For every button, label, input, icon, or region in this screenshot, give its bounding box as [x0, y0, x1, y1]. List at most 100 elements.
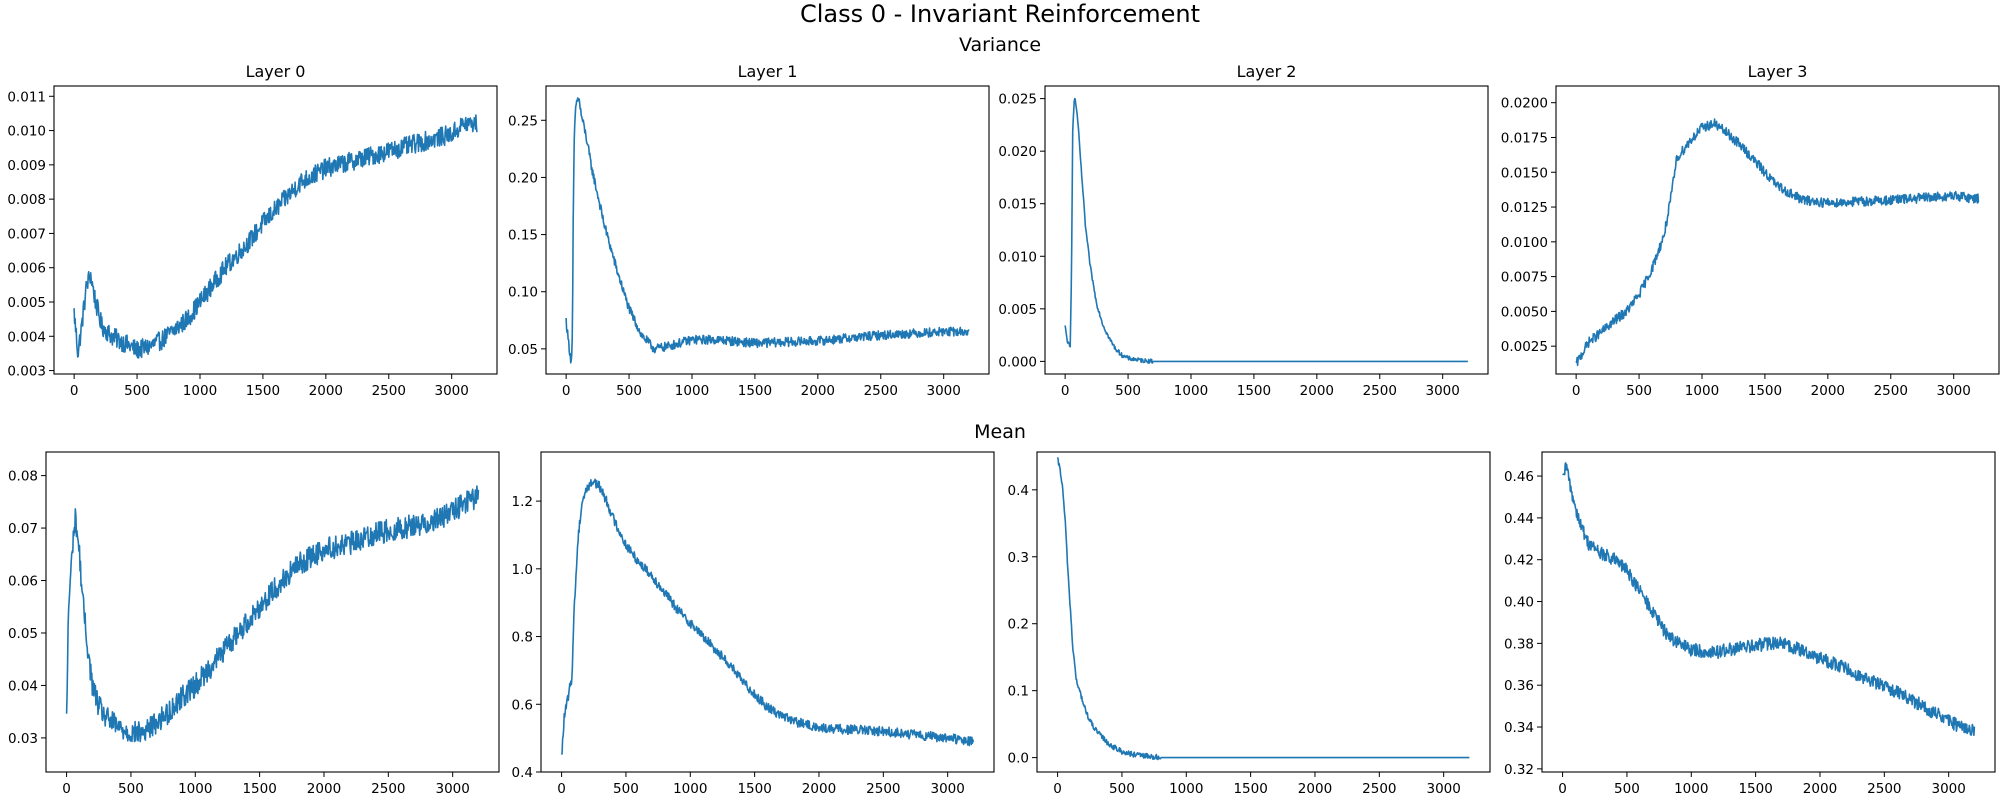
y-tick-label: 0.36 — [1504, 678, 1534, 694]
x-tick-label: 500 — [1109, 781, 1135, 797]
x-tick-label: 1000 — [675, 383, 709, 399]
y-tick-label: 0.015 — [998, 197, 1037, 213]
panel-7: 0 500 1000 1500 2000 2500 3000 0.32 0.34 0.36 0.38… — [1504, 451, 1996, 797]
y-tick-label: 0.1 — [1008, 684, 1029, 700]
y-tick-label: 0.009 — [7, 158, 46, 174]
y-tick-label: 0.005 — [998, 302, 1037, 318]
x-tick-label: 1000 — [1674, 781, 1708, 797]
panel-1: Layer 1 0 500 1000 1500 2000 2500 3000 0.05 0.10 0… — [508, 62, 990, 399]
y-tick-label: 0.0075 — [1501, 270, 1548, 286]
series-line-3 — [1575, 118, 1980, 367]
y-tick-label: 0.44 — [1504, 511, 1534, 527]
panel-title-1: Layer 1 — [738, 62, 798, 81]
panel-2: Layer 2 0 500 1000 1500 2000 2500 3000 0.000 0.00… — [998, 62, 1489, 399]
y-tick-label: 0.05 — [8, 626, 38, 642]
x-tick-label: 2000 — [801, 383, 835, 399]
x-tick-label: 2500 — [866, 781, 900, 797]
x-tick-label: 1000 — [1174, 383, 1208, 399]
y-tick-label: 0.005 — [7, 295, 46, 311]
series-line-6 — [1056, 457, 1470, 761]
x-tick-label: 1000 — [1685, 383, 1719, 399]
x-tick-label: 2000 — [1811, 383, 1845, 399]
x-tick-label: 1500 — [1237, 383, 1271, 399]
x-tick-label: 500 — [1626, 383, 1652, 399]
y-tick-label: 0.004 — [7, 329, 46, 345]
x-tick-label: 2000 — [307, 781, 341, 797]
y-tick-label: 0.40 — [1504, 595, 1534, 611]
x-tick-label: 0 — [1572, 383, 1581, 399]
x-tick-label: 1500 — [1233, 781, 1267, 797]
y-tick-label: 0.2 — [1008, 617, 1029, 633]
axes-frame-3 — [1555, 85, 2000, 375]
x-tick-label: 3000 — [1426, 383, 1460, 399]
x-tick-label: 3000 — [435, 383, 469, 399]
x-tick-label: 2000 — [1803, 781, 1837, 797]
series-line-5 — [560, 478, 975, 755]
x-tick-label: 1500 — [1738, 781, 1772, 797]
axes-frame-0 — [53, 85, 498, 375]
x-tick-label: 0 — [557, 781, 566, 797]
panel-title-3: Layer 3 — [1748, 62, 1808, 81]
x-tick-label: 2500 — [1363, 383, 1397, 399]
x-tick-label: 2500 — [1362, 781, 1396, 797]
panels: Layer 00 500 1000 1500 2000 2500 30000.0030.00… — [7, 62, 2000, 797]
x-tick-label: 0 — [70, 383, 79, 399]
y-tick-label: 0.03 — [8, 731, 38, 747]
panel-3: Layer 3 0 500 1000 1500 2000 2500 3000 0.0025 0.0… — [1501, 62, 2000, 399]
x-tick-label: 0 — [1061, 383, 1070, 399]
x-tick-label: 500 — [124, 383, 150, 399]
x-tick-label: 0 — [562, 383, 571, 399]
y-tick-label: 0.000 — [998, 354, 1037, 370]
x-tick-label: 1000 — [183, 383, 217, 399]
x-tick-label: 1500 — [738, 383, 772, 399]
row-title-variance: Variance — [959, 34, 1041, 56]
row-title-mean: Mean — [974, 421, 1026, 443]
series-line-7 — [1562, 462, 1976, 737]
y-tick-label: 0.32 — [1504, 762, 1534, 778]
x-tick-label: 1000 — [178, 781, 212, 797]
y-tick-label: 0.20 — [508, 170, 538, 186]
x-tick-label: 500 — [613, 781, 639, 797]
y-tick-label: 0.008 — [7, 192, 46, 208]
y-tick-label: 0.010 — [998, 249, 1037, 265]
y-tick-label: 0.007 — [7, 226, 46, 242]
panel-0: Layer 0 0 500 1000 1500 2000 2500 3000 0.003 0.00… — [7, 62, 498, 399]
x-tick-label: 1500 — [737, 781, 771, 797]
panel-title-0: Layer 0 — [246, 62, 306, 81]
x-tick-label: 2500 — [371, 781, 405, 797]
axes-frame-1 — [545, 85, 990, 375]
x-tick-label: 1500 — [246, 383, 280, 399]
figure-title: Class 0 - Invariant Reinforcement — [800, 0, 1200, 28]
y-tick-label: 0.010 — [7, 124, 46, 140]
y-tick-label: 0.011 — [7, 89, 46, 105]
x-tick-label: 1500 — [1748, 383, 1782, 399]
axes-frame-2 — [1044, 85, 1489, 375]
x-tick-label: 2000 — [1298, 781, 1332, 797]
x-tick-label: 2500 — [1867, 781, 1901, 797]
y-tick-label: 0.04 — [8, 678, 38, 694]
axes-frame-6 — [1036, 451, 1491, 773]
x-tick-label: 3000 — [1426, 781, 1460, 797]
y-tick-label: 0.06 — [8, 574, 38, 590]
x-tick-label: 0 — [1558, 781, 1567, 797]
y-tick-label: 0.0 — [1008, 751, 1029, 767]
panel-4: 0 500 1000 1500 2000 2500 3000 0.03 0.04 0.05 0.06… — [8, 451, 500, 797]
panel-5: 0 500 1000 1500 2000 2500 3000 0.4 0.6 0.8 1.0 1.2 — [512, 451, 995, 797]
x-tick-label: 0 — [1053, 781, 1062, 797]
y-tick-label: 0.15 — [508, 228, 538, 244]
x-tick-label: 1000 — [673, 781, 707, 797]
x-tick-label: 2500 — [372, 383, 406, 399]
x-tick-label: 3000 — [930, 781, 964, 797]
y-tick-label: 0.6 — [512, 697, 533, 713]
y-tick-label: 0.0025 — [1501, 339, 1548, 355]
x-tick-label: 3000 — [435, 781, 469, 797]
y-tick-label: 0.38 — [1504, 636, 1534, 652]
y-tick-label: 0.025 — [998, 92, 1037, 108]
y-tick-label: 0.0050 — [1501, 304, 1548, 320]
x-tick-label: 2000 — [802, 781, 836, 797]
x-tick-label: 500 — [1115, 383, 1141, 399]
x-tick-label: 500 — [1614, 781, 1640, 797]
x-tick-label: 2000 — [1300, 383, 1334, 399]
y-tick-label: 0.020 — [998, 144, 1037, 160]
y-tick-label: 0.0150 — [1501, 165, 1548, 181]
